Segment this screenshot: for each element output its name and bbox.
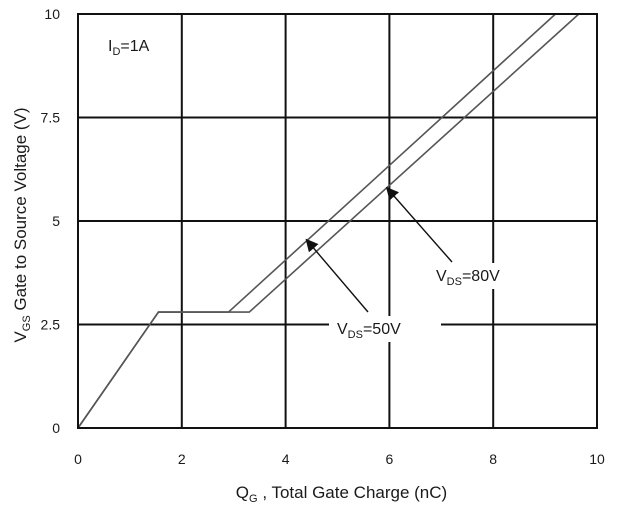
tick-labels: 0 2 4 6 8 10 0 2.5 5 7.5 10 bbox=[41, 6, 605, 467]
grid-lines bbox=[78, 14, 597, 428]
label-bg-vds-50v bbox=[329, 316, 441, 342]
y-tick-label: 2.5 bbox=[41, 317, 61, 333]
y-tick-label: 7.5 bbox=[41, 110, 61, 126]
x-tick-label: 4 bbox=[282, 451, 290, 467]
axis-labels: QG , Total Gate Charge (nC) VGS Gate to S… bbox=[11, 107, 447, 505]
series-lines bbox=[77, 13, 580, 429]
arrow-vds-80v bbox=[385, 186, 453, 263]
x-tick-label: 0 bbox=[74, 451, 82, 467]
label-bg-vds-80v bbox=[430, 263, 538, 289]
arrow-vds-50v bbox=[305, 238, 369, 313]
condition-label: ID=1A bbox=[108, 38, 150, 58]
x-axis-label: QG , Total Gate Charge (nC) bbox=[236, 483, 447, 505]
series-label-vds-50v: VDS=50V bbox=[337, 321, 401, 341]
series-line-vds-80v bbox=[77, 13, 580, 429]
y-tick-label: 0 bbox=[52, 420, 60, 436]
x-tick-label: 6 bbox=[386, 451, 394, 467]
y-tick-label: 10 bbox=[44, 6, 60, 22]
y-axis-label: VGS Gate to Source Voltage (V) bbox=[11, 107, 33, 342]
y-tick-label: 5 bbox=[52, 213, 60, 229]
x-tick-label: 10 bbox=[589, 451, 605, 467]
x-tick-label: 2 bbox=[178, 451, 186, 467]
x-tick-label: 8 bbox=[489, 451, 497, 467]
plot-frame bbox=[77, 13, 598, 429]
series-label-vds-80v: VDS=80V bbox=[436, 268, 500, 288]
annotations: ID=1A VDS=50V VDS=80V bbox=[108, 38, 538, 342]
